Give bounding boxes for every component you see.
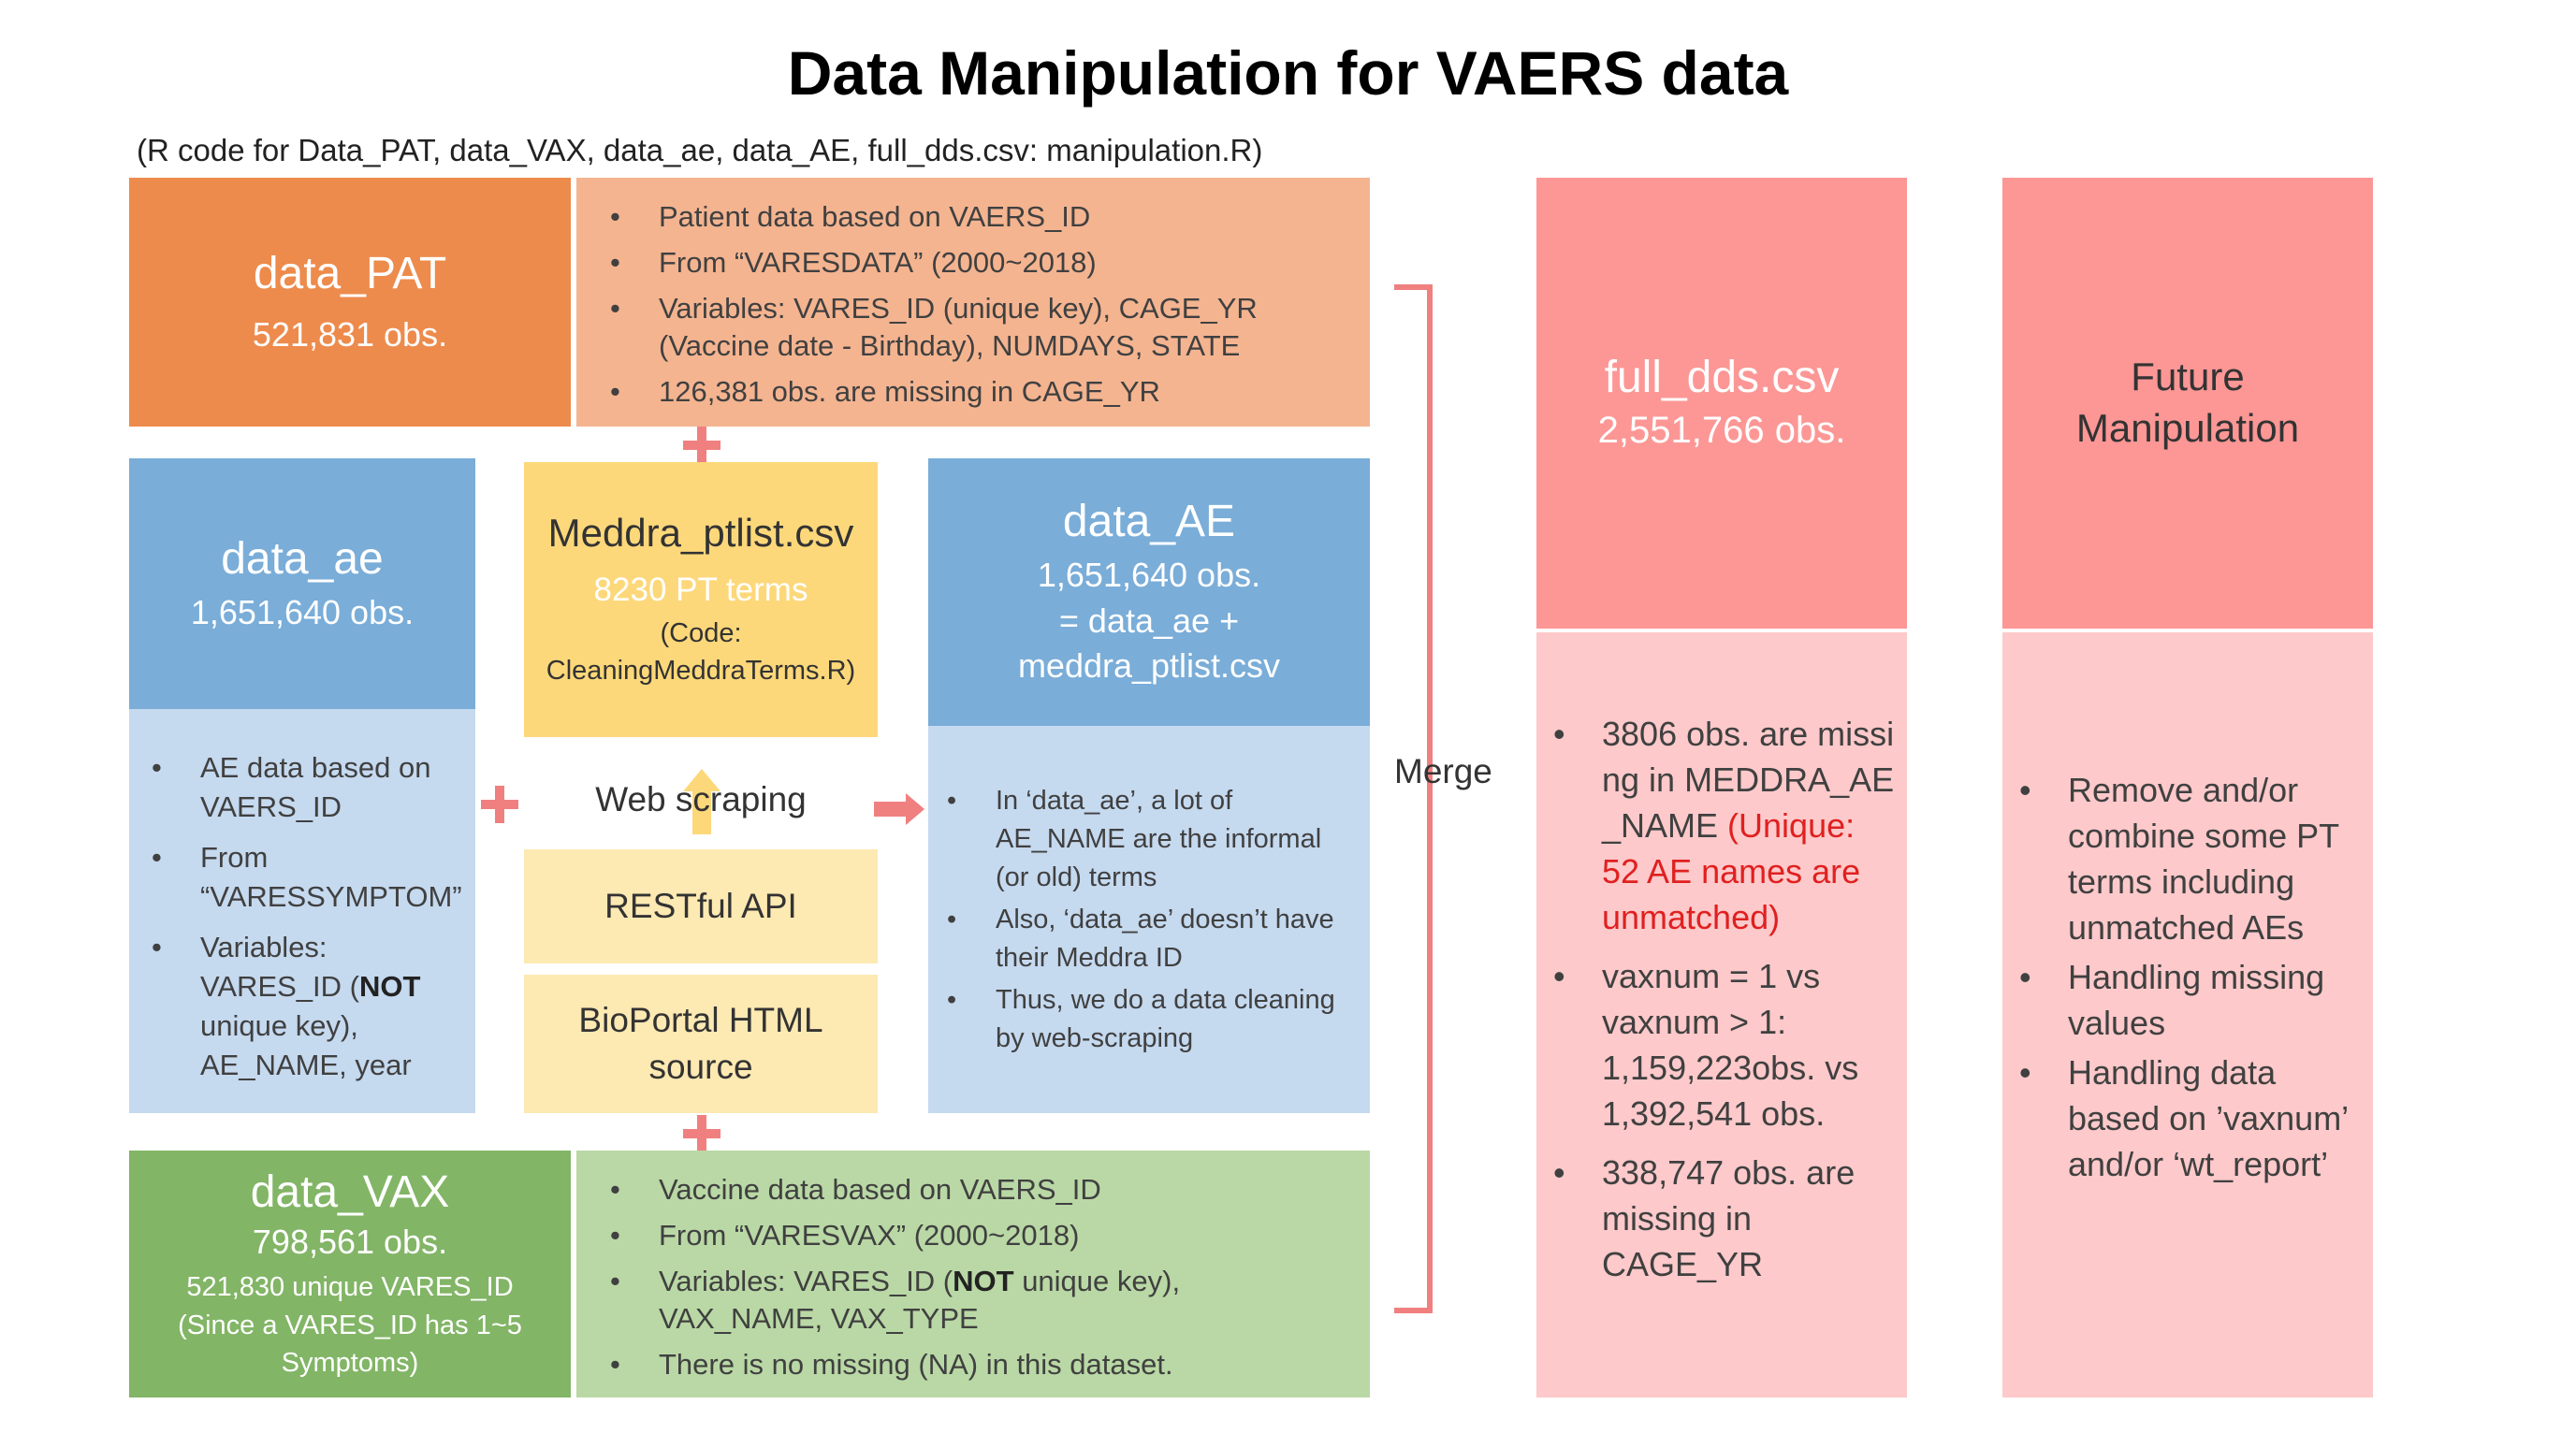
plus-icon (683, 427, 720, 464)
data-vax-details: Vaccine data based on VAERS_ID From “VAR… (576, 1151, 1370, 1397)
full-bullet-3: 338,747 obs. are missing in CAGE_YR (1544, 1150, 1896, 1287)
future-bullet-2: Handling missing values (2010, 954, 2362, 1046)
vax-bullet-3: Variables: VARES_ID (NOT unique key), VA… (601, 1263, 1351, 1338)
data-ae-obs: 1,651,640 obs. (190, 592, 415, 631)
meddra-ptlist-box: Meddra_ptlist.csv 8230 PT terms (Code: C… (524, 462, 878, 737)
data-vax-obs: 798,561 obs. (252, 1222, 448, 1261)
ae-bullet-3-bold: NOT (358, 970, 421, 1003)
full-dds-header: full_dds.csv 2,551,766 obs. (1536, 178, 1907, 629)
page-title: Data Manipulation for VAERS data (787, 38, 1789, 108)
restful-api-label: RESTful API (604, 887, 797, 925)
pat-bullet-2: From “VARESDATA” (2000~2018) (601, 244, 1351, 282)
ae-bullet-2: From “VARESSYMPTOM” (142, 838, 466, 917)
full-bullet-1-red: (Unique: 52 AE names are unmatched) (1602, 806, 1861, 936)
data-AE-formula: = data_ae + meddra_ptlist.csv (1017, 601, 1281, 686)
vax-bullet-3-bold: NOT (953, 1265, 1014, 1297)
vax-bullet-2: From “VARESVAX” (2000~2018) (601, 1217, 1351, 1254)
full-bullet-1: 3806 obs. are missing in MEDDRA_AE_NAME … (1544, 711, 1896, 940)
data-vax-unique: 521,830 unique VARES_ID (Since a VARES_I… (178, 1272, 522, 1379)
full-bullet-1-text: 3806 obs. are missing in MEDDRA_AE_NAME (1602, 715, 1895, 845)
full-dds-details: 3806 obs. are missing in MEDDRA_AE_NAME … (1536, 632, 1907, 1397)
right-arrow-icon (874, 793, 924, 825)
vax-bullet-3-pre: Variables: VARES_ID ( (659, 1265, 953, 1297)
data-ae-details: AE data based on VAERS_ID From “VARESSYM… (129, 709, 475, 1113)
subtitle: (R code for Data_PAT, data_VAX, data_ae,… (137, 133, 1263, 167)
pat-bullet-3: Variables: VARES_ID (unique key), CAGE_Y… (601, 290, 1351, 365)
ae-bullet-3: Variables: VARES_ID (NOT unique key), AE… (142, 928, 466, 1085)
AE-bullet-1: In ‘data_ae’, a lot of AE_NAME are the i… (938, 782, 1361, 897)
data-vax-header: data_VAX 798,561 obs. 521,830 unique VAR… (129, 1151, 571, 1397)
data-pat-details: Patient data based on VAERS_ID From “VAR… (576, 178, 1370, 427)
plus-icon (683, 1115, 720, 1152)
pat-bullet-4: 126,381 obs. are missing in CAGE_YR (601, 373, 1351, 411)
bioportal-label: BioPortal HTML source (578, 1001, 823, 1086)
data-AE-obs: 1,651,640 obs. (1037, 555, 1261, 594)
data-AE-name: data_AE (1062, 497, 1236, 547)
data-pat-obs: 521,831 obs. (252, 314, 448, 354)
future-bullet-3: Handling data based on ’vaxnum’ and/or ‘… (2010, 1050, 2362, 1187)
full-bullet-2: vaxnum = 1 vs vaxnum > 1: 1,159,223obs. … (1544, 953, 1896, 1137)
data-pat-header: data_PAT 521,831 obs. (129, 178, 571, 427)
vax-bullet-3-post: unique key), VAX_NAME, VAX_TYPE (659, 1265, 1181, 1335)
data-pat-name: data_PAT (253, 248, 447, 298)
ae-bullet-1: AE data based on VAERS_ID (142, 748, 466, 827)
future-bullet-1: Remove and/or combine some PT terms incl… (2010, 767, 2362, 950)
future-name: Future Manipulation (2075, 355, 2300, 450)
AE-bullet-2: Also, ‘data_ae’ doesn’t have their Meddr… (938, 901, 1361, 977)
data-ae-name: data_ae (221, 533, 384, 584)
AE-bullet-3: Thus, we do a data cleaning by web-scrap… (938, 981, 1361, 1058)
meddra-name: Meddra_ptlist.csv (547, 511, 854, 556)
web-scraping-label: Web scraping (595, 780, 807, 818)
vax-bullet-1: Vaccine data based on VAERS_ID (601, 1171, 1351, 1209)
vax-bullet-4: There is no missing (NA) in this dataset… (601, 1346, 1351, 1383)
data-vax-name: data_VAX (250, 1167, 450, 1218)
data-AE-header: data_AE 1,651,640 obs. = data_ae + meddr… (928, 458, 1370, 726)
bioportal-box: BioPortal HTML source (524, 975, 878, 1113)
up-arrow-icon (683, 769, 720, 834)
meddra-terms: 8230 PT terms (593, 571, 808, 608)
future-details: Remove and/or combine some PT terms incl… (2002, 632, 2373, 1397)
meddra-code: (Code: CleaningMeddraTerms.R) (546, 617, 856, 687)
merge-label: Merge (1394, 752, 1492, 790)
restful-api-box: RESTful API (524, 849, 878, 963)
data-ae-header: data_ae 1,651,640 obs. (129, 458, 475, 709)
data-AE-details: In ‘data_ae’, a lot of AE_NAME are the i… (928, 726, 1370, 1113)
ae-bullet-3-post: unique key), AE_NAME, year (200, 1009, 412, 1081)
merge-bracket (1392, 284, 1435, 1313)
full-dds-name: full_dds.csv (1604, 353, 1840, 403)
full-dds-obs: 2,551,766 obs. (1597, 409, 1846, 451)
pat-bullet-1: Patient data based on VAERS_ID (601, 198, 1351, 236)
ae-bullet-3-pre: Variables: VARES_ID ( (200, 931, 359, 1003)
future-header: Future Manipulation (2002, 178, 2373, 629)
plus-icon (481, 786, 518, 823)
